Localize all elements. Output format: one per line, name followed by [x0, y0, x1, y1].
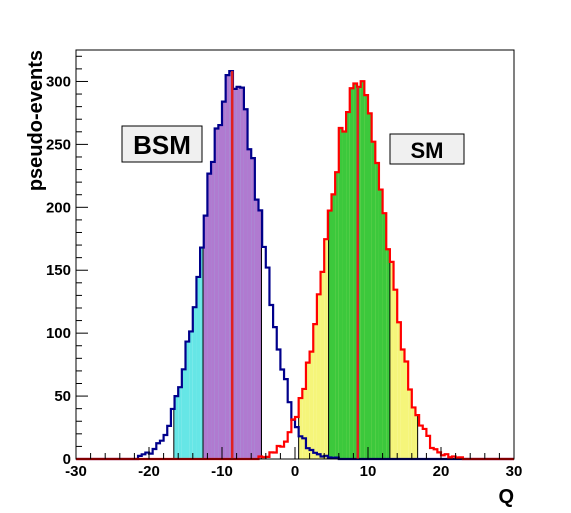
sm-inner-band-bin [338, 128, 343, 459]
bsm-outer-band-bin [185, 341, 190, 459]
bsm-inner-band-bin [236, 86, 241, 460]
plot-frame [75, 49, 515, 460]
y-tick-label: 200 [46, 199, 71, 216]
bsm-inner-band-bin [247, 149, 252, 459]
bsm-outer-band-bin [200, 247, 204, 459]
sm-inner-band [328, 81, 391, 460]
y-tick-label: 150 [46, 262, 71, 279]
sm-inner-band-bin [331, 194, 336, 460]
sm-outer-band-bin [324, 239, 328, 459]
sm-outer-band-bin [415, 415, 418, 459]
bsm-inner-band-bin [207, 173, 212, 459]
median-layer [230, 71, 360, 459]
x-tick-label: -30 [65, 463, 87, 480]
sm-inner-band-bin [346, 112, 350, 459]
bsm-outer-band-bin [174, 396, 179, 459]
sm-outer-band-bin [320, 271, 325, 459]
y-axis-title: pseudo-events [25, 50, 47, 191]
sm-inner-band-bin [378, 189, 383, 459]
sm-inner-band-bin [368, 113, 372, 460]
sm-outer-band-bin [408, 389, 412, 459]
sm-inner-band-bin [382, 213, 387, 459]
sm-inner-band-bin [386, 249, 390, 459]
bsm-inner-band-bin [218, 125, 222, 459]
bsm-inner-band-bin [251, 158, 255, 459]
sm-label: SM [411, 138, 444, 163]
bsm-inner-band-bin [243, 109, 248, 459]
tick-layer [75, 55, 515, 460]
sm-inner-band-bin [342, 131, 347, 459]
bsm-inner-band-bin [203, 215, 208, 459]
sm-outer-band-bin [298, 398, 303, 459]
sm-outer-band-bin [404, 361, 409, 459]
sm-outer-band-bin [316, 294, 321, 459]
y-tick-label: 50 [54, 388, 71, 405]
bsm-outer-band-bin [189, 331, 193, 459]
sm-inner-band-bin [328, 210, 332, 459]
sm-outer-band-bin [305, 362, 310, 459]
sm-inner-band-bin [349, 88, 354, 459]
band-layer [173, 71, 419, 460]
bsm-outer-band-bin [196, 276, 201, 459]
bsm-label: BSM [133, 130, 191, 160]
bsm-inner-band-bin [225, 75, 230, 460]
x-tick-label: -10 [211, 463, 233, 480]
sm-outer-band-bin [389, 261, 394, 459]
x-tick-label: 20 [433, 463, 450, 480]
bsm-inner-band-bin [240, 87, 244, 459]
sm-outer-band-bin [400, 349, 405, 459]
x-tick-label: 30 [506, 463, 523, 480]
sm-outer-band-bin [411, 407, 416, 459]
sm-inner-band-bin [375, 162, 379, 459]
x-tick-label: 10 [360, 463, 377, 480]
y-tick-label: 0 [63, 451, 71, 468]
bsm-outer-band-bin [181, 369, 186, 459]
bsm-inner-band-bin [258, 210, 262, 459]
y-tick-label: 250 [46, 136, 71, 153]
sm-outer-band-bin [393, 289, 398, 459]
sm-outer-band-bin [313, 324, 317, 459]
sm-inner-band-bin [364, 95, 368, 459]
bsm-outer-band-bin [192, 307, 197, 459]
x-axis-title: Q [498, 486, 514, 508]
sm-label-box: SM [389, 133, 465, 165]
sm-inner-band-bin [353, 83, 358, 460]
sm-outer-band-bin [309, 351, 314, 459]
bsm-label-box: BSM [121, 125, 203, 163]
sm-inner-band-bin [360, 81, 365, 459]
sm-outer-band-bin [302, 388, 306, 459]
y-tick-label: 300 [46, 73, 71, 90]
bsm-inner-band-bin [254, 199, 259, 459]
bsm-outer-band-bin [178, 387, 182, 459]
sm-inner-band-bin [371, 141, 376, 459]
x-tick-label: -20 [138, 463, 160, 480]
y-tick-label: 100 [46, 325, 71, 342]
x-tick-label: 0 [291, 463, 299, 480]
sm-outer-band-bin [397, 322, 401, 459]
bsm-inner-band-bin [214, 128, 219, 459]
sm-inner-band-bin [335, 172, 339, 459]
bsm-inner-band-bin [211, 161, 215, 459]
bsm-inner-band-bin [222, 101, 226, 460]
bsm-inner-band-bin [232, 88, 237, 459]
